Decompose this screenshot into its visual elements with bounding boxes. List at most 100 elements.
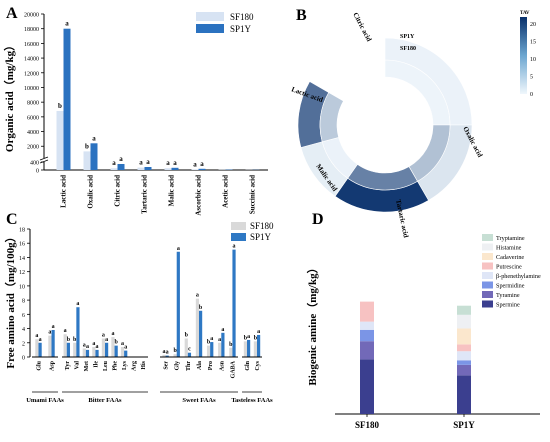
significance-letter: b (199, 305, 203, 311)
stack-segment (457, 344, 471, 352)
bar-sf180 (110, 168, 118, 170)
bar-sf180 (243, 341, 247, 357)
bar-sf180 (56, 110, 64, 170)
panel-a-x-label: Succinic acid (249, 175, 257, 214)
panel-a-x-label: Citric acid (114, 175, 122, 207)
bar-sp1y (199, 310, 203, 357)
significance-letter: a (166, 159, 170, 167)
panel-c-x-label: Cys (255, 360, 261, 370)
ring-label-sp1y: SP1Y (400, 34, 415, 40)
axis-break-mark (39, 156, 49, 161)
panel-a-y-tick-label: 400 (30, 161, 39, 167)
panel-d-ylabel: Biogenic amine（mg/kg） (306, 262, 319, 385)
bar-sf180 (101, 338, 105, 357)
bar-sp1y (257, 334, 261, 357)
bar-sf180 (253, 341, 257, 357)
significance-letter: a (111, 331, 114, 337)
ring-segment-sf180 (319, 92, 344, 143)
bar-sp1y (85, 349, 90, 357)
legend-swatch (482, 272, 493, 279)
significance-letter: a (92, 134, 96, 142)
significance-letter: b (244, 335, 248, 341)
bar-sp1y (95, 349, 99, 357)
significance-letter: b (73, 337, 77, 343)
panel-c-y-tick-label: 0 (22, 356, 25, 362)
significance-letter: a (146, 158, 150, 166)
stack-segment (360, 321, 374, 330)
significance-letter: a (139, 159, 143, 167)
significance-letter: a (83, 342, 86, 348)
bar-sf180 (111, 337, 115, 357)
panel-c-legend: SF180 SP1Y (231, 221, 274, 242)
panel-a-y-tick-label: 10000 (24, 86, 39, 92)
legend-label-sf180: SF180 (230, 12, 254, 22)
bar-sp1y (66, 342, 70, 357)
panel-c-y-tick-label: 8 (22, 299, 25, 305)
significance-letter: a (96, 344, 99, 350)
bar-sf180 (73, 342, 77, 357)
biogenic-amine-chart: Biogenic amine（mg/kg） SF180 SP1Y Tryptami… (306, 234, 541, 430)
significance-letter: b (207, 340, 211, 346)
stack-segment (457, 314, 471, 329)
panel-a-y-tick-label: 12000 (24, 71, 39, 77)
organic-acid-chart: Organic acid（mg/kg） 0 400 2000 4000 6000 8000… (3, 12, 268, 216)
legend-label: β-phenethylamine (496, 273, 541, 280)
group-label: Sweet FAAs (182, 397, 216, 404)
significance-letter: a (218, 337, 221, 343)
significance-letter: a (210, 336, 213, 342)
panel-a-y-tick-label: 14000 (24, 57, 39, 63)
significance-letter: b (185, 333, 189, 339)
panel-c-x-label: Pro (208, 361, 214, 370)
colorbar-tick-label: 20 (530, 22, 536, 28)
legend-swatch-sp1y-c (231, 233, 246, 241)
significance-letter: a (162, 349, 165, 355)
stack-segment (457, 328, 471, 345)
panel-c-x-label: Glu (37, 360, 43, 370)
legend-label: Spermine (496, 302, 520, 309)
significance-letter: a (64, 328, 67, 334)
bar-sf180 (173, 354, 177, 357)
panel-c-x-label: Arg (132, 361, 138, 371)
bar-sf180 (184, 338, 188, 357)
stack-segment (457, 360, 471, 365)
panel-c-y-tick-label: 18 (19, 228, 25, 234)
bar-sf180 (63, 334, 67, 357)
significance-letter: b (114, 340, 118, 346)
tav-colorbar: TAV 20 15 10 5 0 (520, 11, 536, 98)
bar-sp1y (124, 350, 128, 357)
bar-sf180 (92, 347, 96, 357)
bar-sp1y (221, 332, 225, 357)
panel-c-y-tick-label: 2 (22, 341, 25, 347)
panel-c-x-label: Gly (175, 361, 181, 370)
panel-a-x-label: Tartaric acid (141, 175, 149, 214)
panel-c-x-label: Ile (93, 361, 99, 368)
significance-letter: a (48, 330, 51, 336)
bar-sf180 (206, 345, 211, 357)
panel-a-y-tick-label: 4000 (27, 130, 39, 136)
colorbar-gradient (520, 17, 527, 94)
stack-segment (457, 351, 471, 361)
bar-sf180 (218, 342, 222, 357)
bar-sp1y (165, 355, 169, 357)
panel-c-y-tick-label: 16 (19, 242, 25, 248)
panel-c-x-label: Ser (164, 361, 170, 370)
bar-sf180 (229, 347, 233, 357)
significance-letter: a (39, 337, 42, 343)
panel-a-y-tick-label: 2000 (27, 145, 39, 151)
colorbar-tick-label: 10 (530, 57, 536, 63)
ring-category-label: Citric acid (351, 11, 373, 43)
panel-a-x-label: Ascorbic acid (195, 175, 203, 216)
panel-c-y-tick-label: 14 (19, 256, 25, 262)
stack-segment (457, 364, 471, 376)
bar-sp1y (117, 164, 125, 170)
significance-letter: a (221, 327, 224, 333)
panel-a-y-tick-label: 18000 (24, 27, 39, 33)
significance-letter: a (200, 160, 204, 168)
bar-sf180 (120, 347, 125, 357)
significance-letter: a (193, 160, 197, 168)
bar-sf180 (162, 354, 166, 357)
legend-swatch (482, 262, 493, 270)
significance-letter: a (105, 337, 108, 343)
axis-break (40, 158, 48, 162)
